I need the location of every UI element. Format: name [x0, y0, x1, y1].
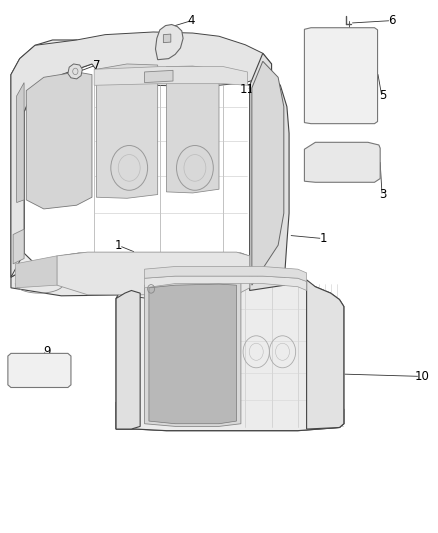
Polygon shape	[118, 285, 145, 295]
Polygon shape	[145, 276, 307, 290]
Text: 1: 1	[114, 239, 122, 252]
Polygon shape	[8, 353, 71, 387]
Text: 11: 11	[240, 83, 255, 96]
Polygon shape	[15, 256, 57, 288]
Polygon shape	[145, 70, 173, 83]
Polygon shape	[252, 61, 284, 285]
Text: 6: 6	[388, 14, 396, 27]
Polygon shape	[163, 34, 171, 43]
Polygon shape	[26, 72, 92, 209]
Polygon shape	[304, 28, 378, 124]
Text: 2: 2	[170, 296, 178, 309]
Text: 7: 7	[92, 59, 100, 71]
Text: 9: 9	[43, 345, 51, 358]
Polygon shape	[145, 281, 241, 426]
Text: 1: 1	[319, 232, 327, 245]
Polygon shape	[155, 25, 183, 60]
Polygon shape	[13, 229, 24, 264]
Polygon shape	[116, 384, 344, 431]
Polygon shape	[307, 280, 344, 429]
Polygon shape	[250, 53, 289, 290]
Text: 3: 3	[379, 188, 386, 201]
Polygon shape	[17, 83, 24, 203]
Polygon shape	[304, 142, 380, 182]
Polygon shape	[96, 64, 158, 198]
Polygon shape	[166, 66, 219, 193]
Polygon shape	[149, 284, 237, 424]
Text: 10: 10	[414, 370, 429, 383]
Polygon shape	[116, 290, 140, 429]
Polygon shape	[94, 67, 247, 85]
Text: 4: 4	[187, 14, 195, 27]
Polygon shape	[11, 253, 285, 296]
Polygon shape	[68, 64, 82, 79]
Polygon shape	[57, 252, 250, 295]
Polygon shape	[145, 266, 307, 281]
Polygon shape	[11, 40, 92, 277]
Text: 5: 5	[379, 90, 386, 102]
Polygon shape	[11, 32, 272, 277]
Polygon shape	[116, 277, 344, 431]
